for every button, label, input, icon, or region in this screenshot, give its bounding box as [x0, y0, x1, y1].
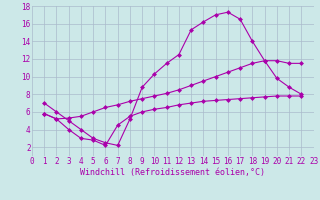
X-axis label: Windchill (Refroidissement éolien,°C): Windchill (Refroidissement éolien,°C)	[80, 168, 265, 177]
